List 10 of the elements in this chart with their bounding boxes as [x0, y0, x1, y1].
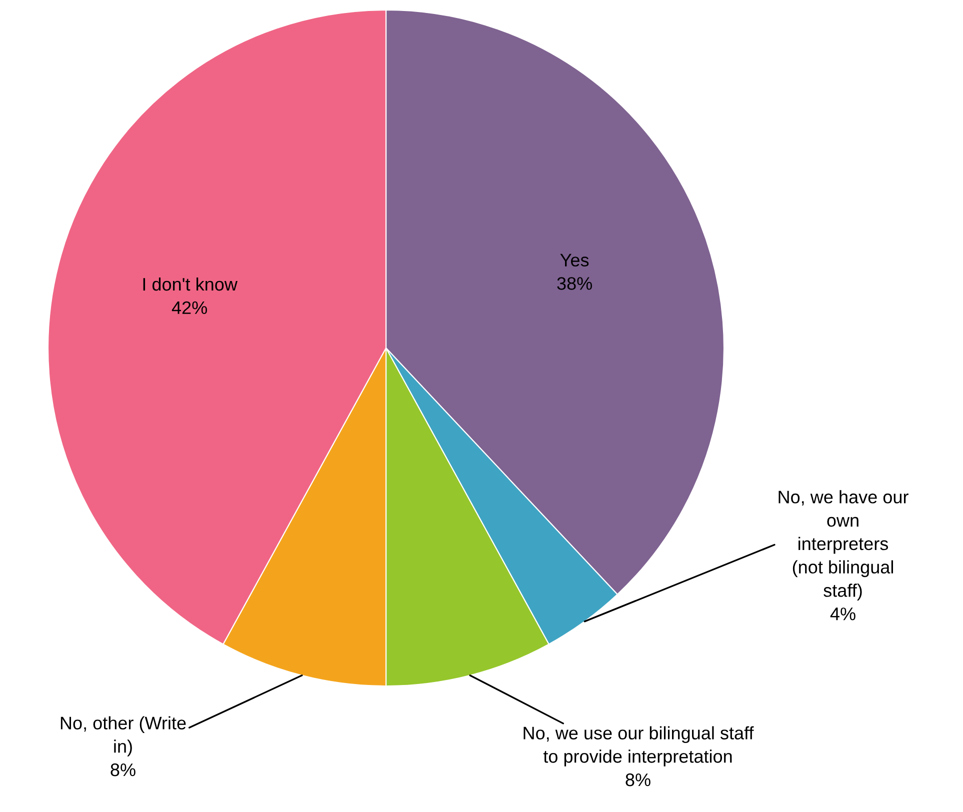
data-label: 4% — [830, 608, 856, 620]
slice-label: No, other (Write in) — [60, 716, 186, 756]
slice-label: No, we use our bilingual staff to provide interpretation — [524, 726, 754, 766]
data-label: 42% — [172, 301, 207, 314]
slice-label: No, we have our own interpreters (not bilingual staff) — [778, 490, 908, 600]
data-label: 38% — [557, 277, 592, 290]
slice-label: I don't know — [143, 277, 238, 291]
data-label: 8% — [110, 763, 136, 776]
data-label: 8% — [626, 773, 650, 786]
slice-label: Yes — [560, 254, 589, 267]
